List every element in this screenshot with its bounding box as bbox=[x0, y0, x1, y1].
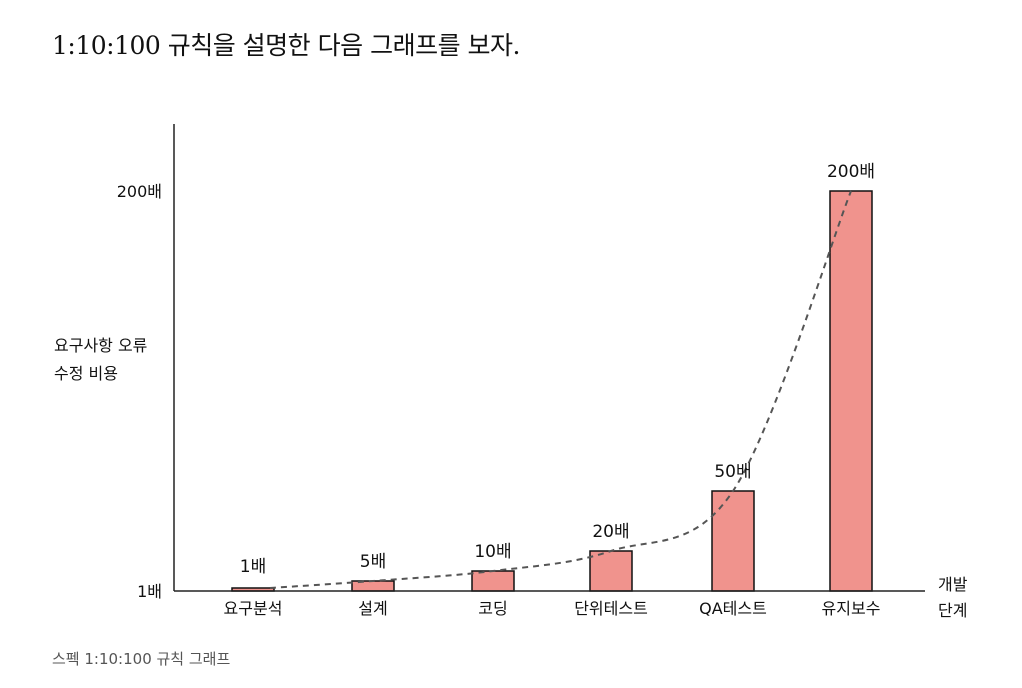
page-heading: 1:10:100 규칙을 설명한 다음 그래프를 보자. bbox=[52, 31, 520, 60]
bar-2 bbox=[471, 570, 515, 592]
bar-4 bbox=[711, 490, 755, 592]
x-axis-label-line-0: 개발 bbox=[938, 575, 968, 594]
value-label-1: 5배 bbox=[360, 552, 386, 572]
y-axis-label-line-1: 수정 비용 bbox=[54, 364, 118, 383]
value-label-0: 1배 bbox=[240, 557, 266, 577]
bars-group bbox=[231, 190, 873, 592]
value-label-5: 200배 bbox=[827, 162, 875, 182]
value-label-3: 20배 bbox=[592, 522, 629, 542]
y-tick-label-1: 200배 bbox=[117, 182, 162, 201]
bar-5 bbox=[829, 190, 873, 592]
category-label-3: 단위테스트 bbox=[574, 599, 648, 618]
category-label-5: 유지보수 bbox=[822, 599, 881, 618]
trend-curve bbox=[269, 190, 852, 589]
y-tick-label-0: 1배 bbox=[137, 582, 162, 601]
value-label-4: 50배 bbox=[714, 462, 751, 482]
category-label-1: 설계 bbox=[358, 599, 387, 618]
category-label-4: QA테스트 bbox=[699, 599, 767, 618]
figure-caption: 스펙 1:10:100 규칙 그래프 bbox=[52, 650, 231, 668]
y-axis-label-line-0: 요구사항 오류 bbox=[54, 336, 147, 355]
category-label-0: 요구분석 bbox=[224, 599, 283, 618]
value-label-2: 10배 bbox=[474, 542, 511, 562]
category-label-2: 코딩 bbox=[478, 599, 507, 618]
x-axis-label-line-1: 단계 bbox=[938, 601, 967, 620]
bar-3 bbox=[589, 550, 633, 592]
